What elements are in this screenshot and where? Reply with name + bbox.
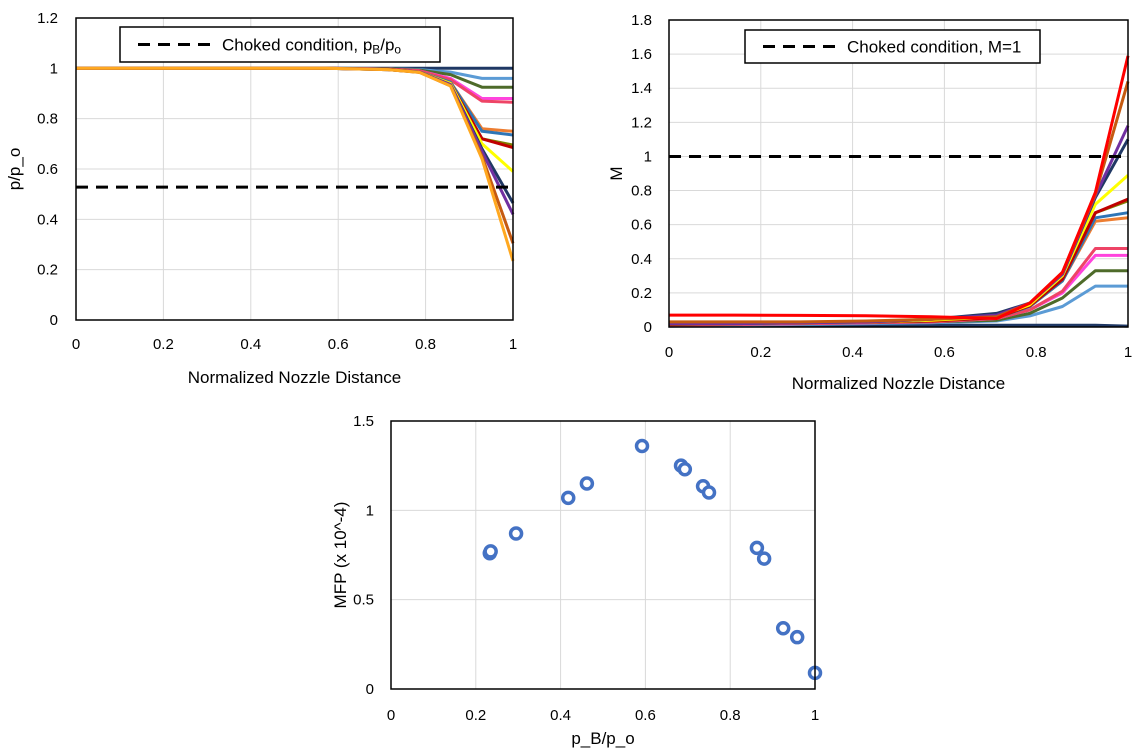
x-tick-label: 0.8 xyxy=(720,707,741,724)
x-tick-label: 0.6 xyxy=(934,344,955,361)
legend: Choked condition, pB/po xyxy=(119,26,441,63)
x-tick-label: 1 xyxy=(1124,344,1132,361)
data-point xyxy=(508,526,524,541)
y-tick-label: 0.6 xyxy=(37,161,58,178)
x-tick-label: 0.2 xyxy=(750,344,771,361)
x-tick-label: 0.2 xyxy=(153,336,174,353)
y-tick-label: 1.2 xyxy=(631,114,652,131)
y-tick-label: 0.8 xyxy=(37,111,58,128)
legend-box xyxy=(119,26,441,63)
y-tick-label: 1.4 xyxy=(631,80,652,97)
x-tick-label: 0.6 xyxy=(328,336,349,353)
x-tick-label: 0.8 xyxy=(415,336,436,353)
y-axis-label: p/p_o xyxy=(5,148,24,191)
series-line-13 xyxy=(669,55,1130,320)
x-tick-label: 0 xyxy=(665,344,673,361)
y-tick-label: 0 xyxy=(366,681,374,698)
x-axis-label: Normalized Nozzle Distance xyxy=(188,368,402,387)
legend-label: Choked condition, M=1 xyxy=(847,38,1021,57)
legend-label: Choked condition, pB/po xyxy=(222,36,401,57)
data-point xyxy=(749,540,765,556)
data-point xyxy=(775,621,791,636)
plot-area-border xyxy=(390,420,816,690)
y-tick-label: 0 xyxy=(644,319,652,336)
x-tick-label: 1 xyxy=(509,336,517,353)
series-line-10 xyxy=(76,66,515,204)
series-line-11 xyxy=(76,66,515,215)
x-tick-label: 0 xyxy=(387,707,395,724)
data-point xyxy=(789,629,805,645)
y-tick-label: 0.2 xyxy=(631,285,652,302)
mass-flow-parameter-chart: 0 0.5 1 1.5 0 0.2 0.4 0.6 0.8 1 p_B/p_o MFP (x 10^-… xyxy=(331,413,823,748)
y-tick-label: 1 xyxy=(366,502,374,519)
data-point xyxy=(579,476,595,491)
x-tick-label: 0.4 xyxy=(842,344,863,361)
y-tick-label: 1.2 xyxy=(37,10,58,27)
mach-number-chart: 0 0.2 0.4 0.6 0.8 1 1.2 1.4 1.6 1.8 0 0.2 0.4 0.6 0.8 1… xyxy=(607,12,1132,393)
y-tick-label: 0.4 xyxy=(631,251,652,268)
legend: Choked condition, M=1 xyxy=(744,29,1041,64)
plot-area-border xyxy=(668,19,1129,328)
data-point xyxy=(560,490,576,506)
data-point xyxy=(483,544,498,559)
x-tick-label: 0.4 xyxy=(240,336,261,353)
pressure-ratio-chart: 0 0.2 0.4 0.6 0.8 1 1.2 0 0.2 0.4 0.6 0.8 1 Choked co… xyxy=(5,10,517,387)
x-tick-label: 0 xyxy=(72,336,80,353)
y-tick-label: 0.4 xyxy=(37,211,58,228)
y-tick-label: 0.2 xyxy=(37,262,58,279)
x-tick-label: 0.2 xyxy=(465,707,486,724)
y-tick-label: 0.5 xyxy=(353,592,374,609)
y-tick-label: 1 xyxy=(644,148,652,165)
y-tick-label: 1.5 xyxy=(353,413,374,430)
y-tick-label: 0 xyxy=(50,312,58,329)
series-line-12 xyxy=(669,80,1130,324)
y-tick-label: 0.6 xyxy=(631,217,652,234)
series-line-13 xyxy=(76,66,515,262)
y-tick-label: 1.6 xyxy=(631,46,652,63)
y-axis-label: M xyxy=(607,166,626,180)
data-point xyxy=(677,461,693,477)
x-tick-label: 1 xyxy=(811,707,819,724)
data-point xyxy=(756,551,772,566)
y-tick-label: 0.8 xyxy=(631,183,652,200)
series-line-12 xyxy=(76,66,515,244)
y-axis-label: MFP (x 10^-4) xyxy=(331,502,350,609)
x-axis-label: p_B/p_o xyxy=(571,729,634,748)
series-line-7 xyxy=(668,199,1129,326)
x-axis-label: Normalized Nozzle Distance xyxy=(792,374,1006,393)
data-point xyxy=(701,485,717,500)
x-tick-label: 0.6 xyxy=(635,707,656,724)
y-tick-label: 1 xyxy=(50,60,58,77)
x-tick-label: 0.8 xyxy=(1026,344,1047,361)
series-line-8 xyxy=(668,197,1129,326)
plot-area-border xyxy=(75,17,514,321)
y-tick-label: 1.8 xyxy=(631,12,652,29)
data-point xyxy=(634,438,650,454)
x-tick-label: 0.4 xyxy=(550,707,571,724)
series-line-9 xyxy=(669,174,1129,326)
